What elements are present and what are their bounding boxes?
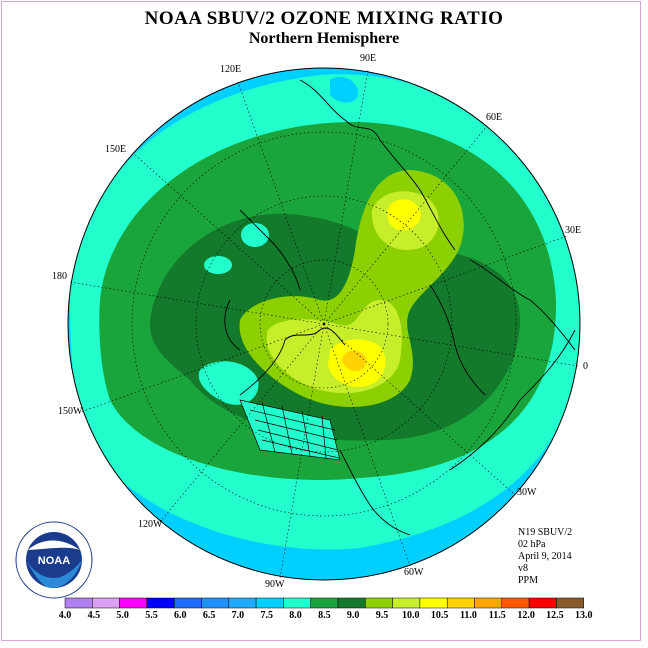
info-date: April 9, 2014 [518,551,572,562]
info-units: PPM [518,575,539,586]
info-level: 02 hPa [518,539,546,550]
ozone-island [241,223,269,247]
lon-label-150e: 150E [105,144,126,155]
lon-label-0: 0 [583,361,588,372]
figure-subtitle: Northern Hemisphere [248,30,400,47]
ozone-band-11-0 [342,350,367,372]
lon-label-120e: 120E [220,64,241,75]
info-instrument: N19 SBUV/2 [518,527,573,538]
info-block: N19 SBUV/2 02 hPa April 9, 2014 v8 PPM [518,527,572,587]
lon-label-120w: 120W [138,519,163,530]
ozone-band-10-5-east [387,199,421,231]
lon-label-90e: 90E [360,53,376,64]
map-boundary [67,67,581,581]
lon-label-90w: 90W [265,579,285,590]
lon-label-180: 180 [52,271,67,282]
noaa-logo: NOAA [15,521,93,599]
lon-label-150w: 150W [58,406,83,417]
lon-label-30w: 30W [517,487,537,498]
coastlines [224,79,576,536]
lon-label-60e: 60E [486,112,502,123]
ozone-island [204,256,232,274]
ozone-island [330,76,359,103]
figure-frame [1,1,641,641]
logo-text: NOAA [38,555,70,567]
info-version: v8 [518,563,528,574]
us-grid [239,399,341,461]
ozone-island [198,361,259,405]
figure-title: NOAA SBUV/2 OZONE MIXING RATIO [144,8,504,29]
lon-label-30e: 30E [565,225,581,236]
lon-label-60w: 60W [404,567,424,578]
graticule [69,69,579,579]
